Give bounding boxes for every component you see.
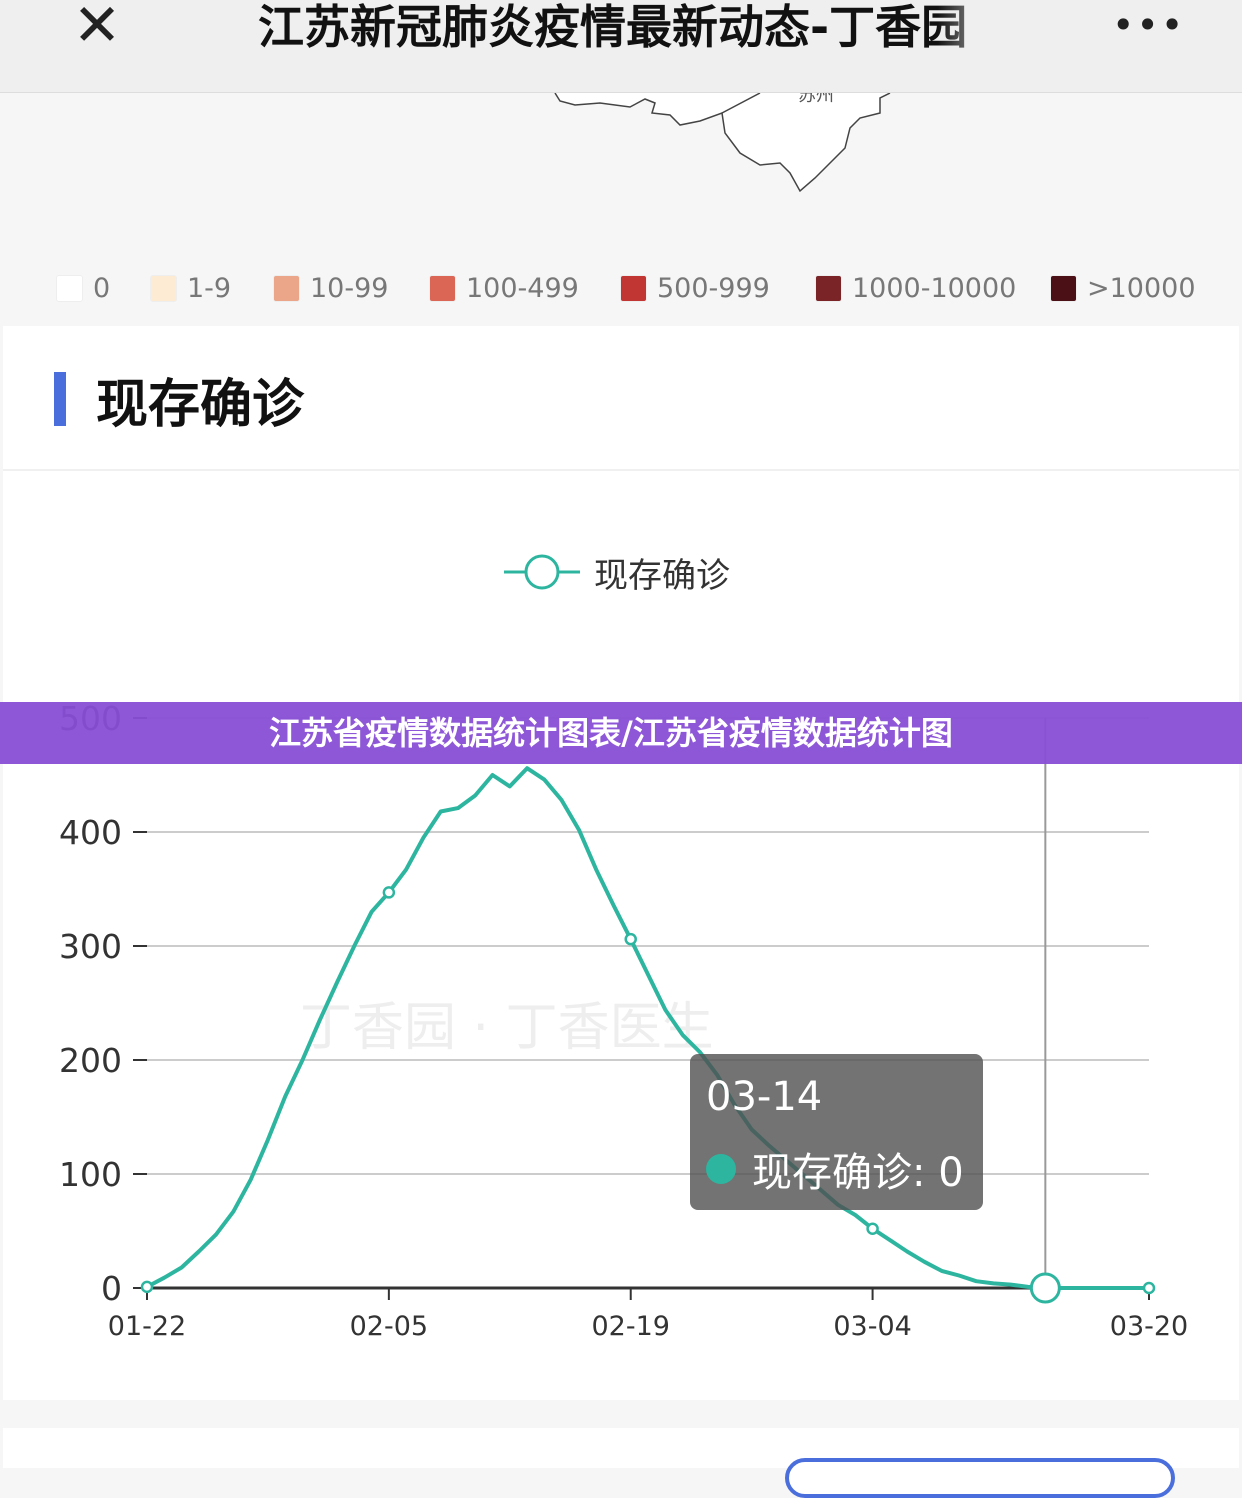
close-icon[interactable]: ✕ [72, 0, 122, 59]
map-legend: 0 1-9 10-99 100-499 500-999 1000-10000 >10000 [0, 270, 1242, 306]
legend-swatch [815, 274, 842, 302]
legend-label: >10000 [1087, 272, 1196, 304]
map-legend-item[interactable]: >10000 [1050, 270, 1196, 306]
tooltip-value: 现存确诊: 0 [752, 1150, 964, 1196]
legend-label: 0 [93, 272, 111, 304]
chart-legend[interactable]: 现存确诊 [504, 550, 730, 596]
data-point [140, 1280, 154, 1294]
y-tick-label: 300 [59, 927, 122, 966]
legend-swatch [150, 274, 177, 302]
overlay-banner: 江苏省疫情数据统计图表/江苏省疫情数据统计图 [0, 702, 1242, 764]
map-outline [554, 93, 891, 193]
legend-label: 500-999 [657, 272, 770, 304]
page-title: 江苏新冠肺炎疫情最新动态-丁香园 [258, 0, 968, 54]
legend-label: 100-499 [466, 272, 579, 304]
series-line [146, 766, 1149, 1290]
x-tick-label: 03-04 [833, 1311, 911, 1342]
legend-label: 1000-10000 [852, 272, 1017, 304]
banner-text: 江苏省疫情数据统计图表/江苏省疫情数据统计图 [269, 714, 953, 752]
jiangsu-map[interactable]: 苏州 [0, 93, 1242, 325]
data-point [382, 886, 396, 899]
chart-tooltip: 03-14 现存确诊: 0 [690, 1054, 983, 1210]
legend-line-circle-icon [504, 554, 580, 590]
map-legend-item[interactable]: 1000-10000 [815, 270, 1016, 306]
y-tick-label: 200 [59, 1041, 122, 1080]
x-tick-label: 03-20 [1110, 1311, 1188, 1342]
chart-card [3, 326, 1239, 1400]
watermark: 丁香园 · 丁香医生 [300, 998, 714, 1058]
legend-swatch [620, 274, 647, 302]
highlighted-point [1029, 1272, 1061, 1304]
map-border [721, 93, 761, 114]
y-tick-label: 100 [59, 1155, 122, 1194]
data-point [866, 1222, 879, 1235]
data-point [1142, 1281, 1156, 1295]
x-tick-label: 01-22 [108, 1311, 186, 1342]
next-card-button[interactable] [785, 1458, 1175, 1498]
map-legend-item[interactable]: 500-999 [620, 270, 770, 306]
legend-label: 现存确诊 [594, 555, 730, 596]
tooltip-row: 现存确诊: 0 [706, 1140, 964, 1198]
map-legend-item[interactable]: 10-99 [273, 270, 388, 306]
legend-swatch [273, 274, 300, 302]
legend-swatch [1050, 274, 1077, 302]
legend-swatch [429, 274, 456, 302]
y-tick-label: 400 [59, 813, 122, 852]
series-dot-icon [706, 1154, 736, 1184]
legend-swatch [56, 274, 83, 302]
section-accent-bar [54, 372, 66, 426]
data-point [624, 932, 637, 946]
more-dots-icon[interactable]: ••• [1112, 3, 1186, 47]
section-title-text: 现存确诊 [96, 374, 305, 435]
tooltip-date: 03-14 [706, 1074, 823, 1120]
map-legend-item[interactable]: 100-499 [429, 270, 579, 306]
map-label: 苏州 [798, 93, 834, 106]
x-tick-label: 02-05 [350, 1311, 428, 1342]
section-title: 现存确诊 [54, 372, 304, 435]
x-tick-label: 02-19 [591, 1311, 669, 1342]
map-legend-item[interactable]: 0 [56, 270, 110, 306]
legend-label: 1-9 [187, 272, 232, 304]
legend-label: 10-99 [310, 272, 389, 304]
map-legend-item[interactable]: 1-9 [150, 270, 231, 306]
divider [3, 469, 1239, 471]
line-chart[interactable]: 丁香园 · 丁香医生010020030040050001-2202-0502-1… [0, 690, 1242, 1370]
y-tick-label: 0 [101, 1269, 122, 1308]
nav-bar: ✕ 江苏新冠肺炎疫情最新动态-丁香园 ••• [0, 0, 1242, 93]
